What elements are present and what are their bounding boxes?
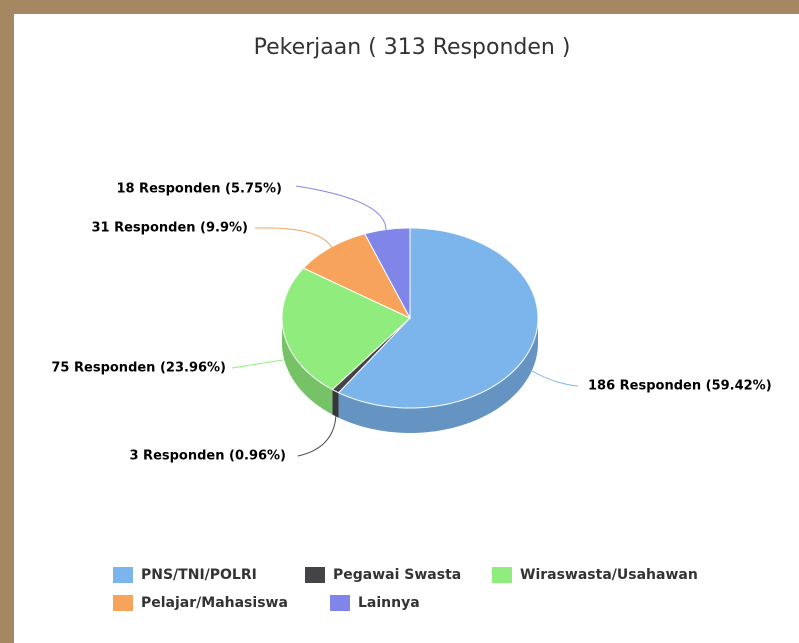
pie-slice [331, 317, 411, 394]
legend-swatch [305, 567, 325, 583]
data-label: 18 Responden (5.75%) [116, 182, 282, 197]
legend-swatch [113, 567, 133, 583]
data-label: 186 Responden (59.42%) [588, 379, 772, 394]
legend-label: Lainnya [358, 595, 420, 611]
pie-slice [281, 267, 411, 391]
legend-label: PNS/TNI/POLRI [141, 567, 257, 583]
legend-label: Wiraswasta/Usahawan [520, 567, 698, 583]
legend-swatch [330, 595, 350, 611]
label-connector [295, 185, 387, 231]
data-label: 3 Responden (0.96%) [129, 449, 286, 464]
frame-left [0, 0, 14, 643]
legend-label: Pegawai Swasta [333, 567, 461, 583]
data-label: 31 Responden (9.9%) [91, 221, 248, 236]
pie-slice-side [282, 318, 333, 415]
label-connector [529, 369, 579, 387]
pie-slice-side [332, 389, 339, 418]
pie-slice [364, 227, 411, 319]
pie-slice-side [338, 318, 538, 433]
pie-slice [302, 233, 412, 320]
legend-label: Pelajar/Mahasiswa [141, 595, 288, 611]
chart-title: Pekerjaan ( 313 Responden ) [254, 35, 571, 60]
pie-slice [337, 227, 539, 409]
label-connector [297, 414, 337, 457]
label-connector [231, 359, 284, 369]
legend-swatch [492, 567, 512, 583]
frame-top [0, 0, 799, 14]
legend-swatch [113, 595, 133, 611]
data-label: 75 Responden (23.96%) [51, 361, 226, 376]
label-connector [254, 227, 333, 249]
